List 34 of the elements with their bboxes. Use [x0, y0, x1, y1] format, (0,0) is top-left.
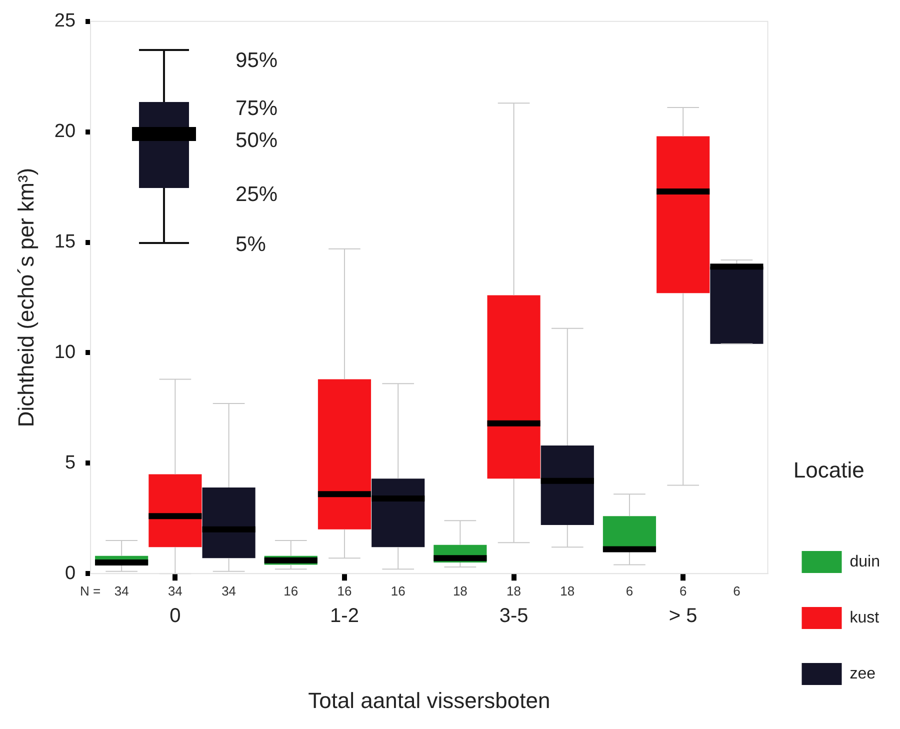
text: 6 [679, 584, 687, 599]
text: 16 [390, 584, 406, 599]
text: 6 [626, 584, 634, 599]
text: 34 [114, 584, 129, 599]
y-axis-title: Dichtheid (echo´s per km³) [13, 168, 38, 428]
y-tick-label: 0 [64, 562, 76, 584]
x-tick-label: > 5 [668, 605, 698, 628]
y-tick-label: 15 [54, 232, 76, 253]
y-tick-label: 10 [54, 342, 76, 363]
x-tick-label: 1-2 [330, 605, 359, 628]
text: N = [80, 584, 101, 599]
text: 16 [337, 584, 352, 599]
x-axis-title: Total aantal vissersboten [308, 688, 550, 713]
legend-label: kust [850, 609, 880, 626]
legend-label: duin [850, 553, 880, 570]
legend-label: zee [850, 665, 876, 682]
text: 34 [168, 584, 182, 599]
text: 6 [733, 584, 740, 599]
text: 18 [452, 584, 468, 599]
x-tick-label: 3-5 [499, 605, 528, 628]
text: 18 [506, 584, 522, 599]
y-tick-label: 20 [54, 121, 76, 142]
y-tick-label: 5 [64, 452, 76, 474]
annotation: 75% [236, 97, 278, 122]
annotation: 5% [236, 233, 266, 258]
text: 18 [560, 584, 575, 599]
annotation: 25% [236, 183, 278, 208]
text: 34 [222, 584, 236, 599]
x-tick-label: 0 [170, 605, 181, 628]
legend-title: Locatie [793, 458, 864, 483]
annotation: 95% [236, 49, 278, 74]
annotation: 50% [236, 129, 278, 154]
text: 16 [284, 584, 298, 599]
y-tick-label: 25 [54, 10, 76, 32]
